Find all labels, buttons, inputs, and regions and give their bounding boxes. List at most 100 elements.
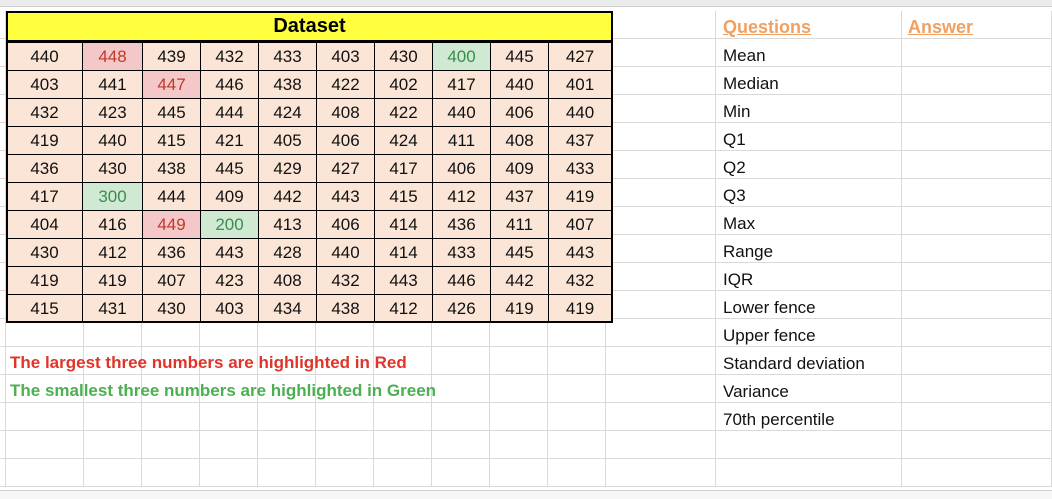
question-item[interactable]: Median	[723, 74, 779, 93]
dataset-cell[interactable]: 428	[258, 238, 317, 267]
dataset-cell[interactable]: 438	[142, 154, 201, 183]
sheet-cell[interactable]	[316, 319, 374, 347]
dataset-cell[interactable]: 436	[142, 238, 201, 267]
sheet-cell[interactable]	[902, 403, 1052, 431]
dataset-cell[interactable]: 403	[316, 42, 375, 71]
sheet-cell[interactable]	[432, 431, 490, 459]
sheet-cell[interactable]	[716, 95, 902, 123]
sheet-cell[interactable]	[6, 319, 84, 347]
question-item[interactable]: Q1	[723, 130, 746, 149]
sheet-cell[interactable]	[606, 123, 716, 151]
dataset-cell[interactable]: 449	[142, 210, 201, 239]
sheet-cell[interactable]	[606, 39, 716, 67]
sheet-cell[interactable]	[0, 263, 6, 291]
dataset-cell[interactable]: 415	[6, 294, 83, 323]
sheet-cell[interactable]	[374, 375, 432, 403]
dataset-cell[interactable]: 427	[548, 42, 612, 71]
sheet-cell[interactable]	[902, 123, 1052, 151]
dataset-cell[interactable]: 434	[258, 294, 317, 323]
sheet-cell[interactable]	[84, 431, 142, 459]
sheet-cell[interactable]	[902, 235, 1052, 263]
dataset-cell[interactable]: 431	[82, 294, 143, 323]
sheet-cell[interactable]	[716, 347, 902, 375]
dataset-cell[interactable]: 443	[374, 266, 433, 295]
dataset-cell[interactable]: 417	[374, 154, 433, 183]
question-item[interactable]: Q3	[723, 186, 746, 205]
dataset-cell[interactable]: 437	[548, 126, 612, 155]
sheet-cell[interactable]	[902, 291, 1052, 319]
sheet-cell[interactable]	[200, 431, 258, 459]
dataset-cell[interactable]: 443	[200, 238, 259, 267]
sheet-cell[interactable]	[200, 403, 258, 431]
dataset-cell[interactable]: 408	[316, 98, 375, 127]
sheet-cell[interactable]	[606, 95, 716, 123]
sheet-cell[interactable]	[716, 67, 902, 95]
dataset-cell[interactable]: 444	[142, 182, 201, 211]
sheet-cell[interactable]	[902, 179, 1052, 207]
dataset-cell[interactable]: 406	[490, 98, 549, 127]
sheet-cell[interactable]	[0, 291, 6, 319]
dataset-cell[interactable]: 447	[142, 70, 201, 99]
sheet-cell[interactable]	[432, 319, 490, 347]
dataset-cell[interactable]: 432	[316, 266, 375, 295]
questions-header[interactable]: Questions	[723, 17, 812, 37]
sheet-cell[interactable]	[548, 459, 606, 487]
sheet-cell[interactable]	[606, 11, 716, 39]
sheet-cell[interactable]	[606, 431, 716, 459]
sheet-cell[interactable]	[606, 235, 716, 263]
dataset-cell[interactable]: 441	[82, 70, 143, 99]
sheet-cell[interactable]	[258, 403, 316, 431]
sheet-cell[interactable]	[902, 347, 1052, 375]
dataset-cell[interactable]: 419	[548, 294, 612, 323]
dataset-cell[interactable]: 405	[258, 126, 317, 155]
sheet-cell[interactable]	[200, 459, 258, 487]
dataset-cell[interactable]: 445	[200, 154, 259, 183]
dataset-cell[interactable]: 417	[432, 70, 491, 99]
question-item[interactable]: Lower fence	[723, 298, 816, 317]
sheet-cell[interactable]	[6, 347, 84, 375]
dataset-cell[interactable]: 442	[258, 182, 317, 211]
dataset-cell[interactable]: 403	[6, 70, 83, 99]
sheet-cell[interactable]	[142, 431, 200, 459]
dataset-cell[interactable]: 407	[142, 266, 201, 295]
dataset-cell[interactable]: 408	[490, 126, 549, 155]
dataset-cell[interactable]: 406	[316, 126, 375, 155]
sheet-cell[interactable]	[0, 151, 6, 179]
question-item[interactable]: Range	[723, 242, 774, 261]
dataset-cell[interactable]: 409	[490, 154, 549, 183]
sheet-cell[interactable]	[142, 403, 200, 431]
sheet-cell[interactable]	[432, 347, 490, 375]
sheet-cell[interactable]	[716, 207, 902, 235]
sheet-cell[interactable]	[716, 403, 902, 431]
dataset-cell[interactable]: 430	[374, 42, 433, 71]
sheet-cell[interactable]	[606, 179, 716, 207]
sheet-cell[interactable]	[490, 431, 548, 459]
sheet-cell[interactable]	[606, 403, 716, 431]
sheet-cell[interactable]	[0, 207, 6, 235]
sheet-cell[interactable]	[716, 263, 902, 291]
sheet-cell[interactable]	[902, 375, 1052, 403]
dataset-cell[interactable]: 432	[200, 42, 259, 71]
question-item[interactable]: Standard deviation	[723, 354, 865, 373]
dataset-cell[interactable]: 436	[6, 154, 83, 183]
sheet-cell[interactable]	[606, 291, 716, 319]
sheet-cell[interactable]	[902, 263, 1052, 291]
dataset-cell[interactable]: 430	[6, 238, 83, 267]
sheet-cell[interactable]	[716, 39, 902, 67]
dataset-cell[interactable]: 419	[6, 126, 83, 155]
sheet-cell[interactable]	[6, 431, 84, 459]
sheet-cell[interactable]	[0, 11, 6, 39]
dataset-cell[interactable]: 407	[548, 210, 612, 239]
dataset-cell[interactable]: 403	[200, 294, 259, 323]
dataset-cell[interactable]: 426	[432, 294, 491, 323]
dataset-cell[interactable]: 438	[258, 70, 317, 99]
dataset-cell[interactable]: 440	[6, 42, 83, 71]
dataset-cell[interactable]: 402	[374, 70, 433, 99]
dataset-cell[interactable]: 445	[142, 98, 201, 127]
sheet-cell[interactable]	[6, 403, 84, 431]
sheet-cell[interactable]	[490, 319, 548, 347]
sheet-cell[interactable]	[0, 459, 6, 487]
dataset-cell[interactable]: 411	[432, 126, 491, 155]
sheet-cell[interactable]	[374, 347, 432, 375]
dataset-cell[interactable]: 415	[374, 182, 433, 211]
